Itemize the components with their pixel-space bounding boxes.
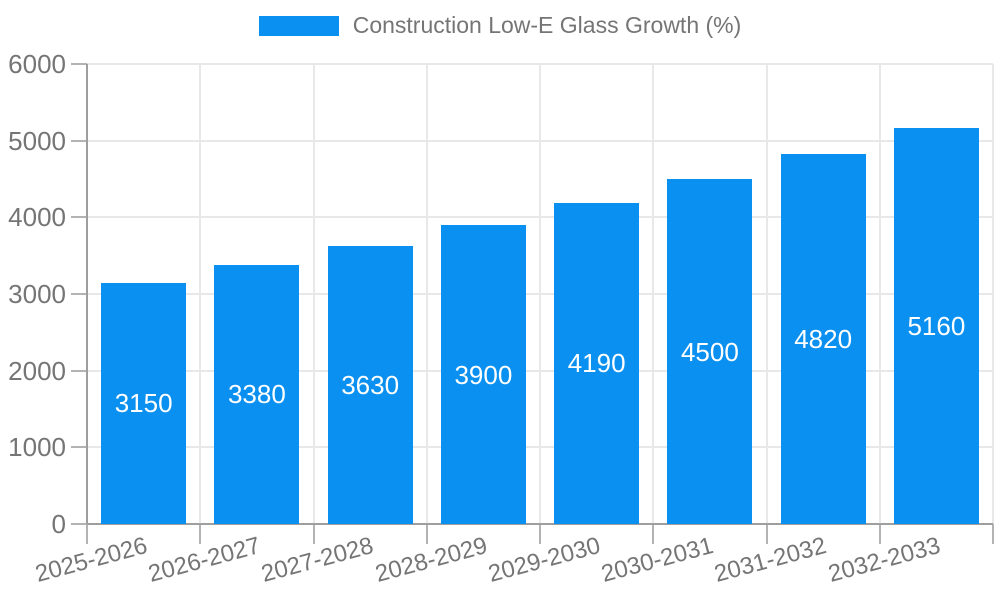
x-gridline	[765, 64, 768, 524]
x-axis-label: 2028-2029	[371, 532, 490, 588]
x-axis-label: 2029-2030	[485, 532, 604, 588]
bar-2030-2031[interactable]: 4500	[667, 179, 753, 524]
x-axis-tick	[86, 524, 88, 544]
bar-value-label: 5160	[907, 311, 966, 342]
bar-value-label: 4190	[567, 348, 626, 379]
y-axis-label: 3000	[8, 279, 66, 309]
x-gridline	[539, 64, 541, 524]
x-gridline	[199, 64, 202, 524]
x-axis-tick	[765, 524, 768, 544]
x-axis-tick	[425, 524, 428, 544]
bar-value-label: 3630	[341, 369, 400, 400]
legend-swatch	[258, 15, 339, 36]
y-axis-label: 2000	[8, 355, 66, 386]
x-axis-label: 2031-2032	[711, 532, 830, 588]
y-axis-label: 6000	[8, 49, 66, 79]
x-axis-label: 2026-2027	[145, 532, 264, 588]
x-gridline	[312, 64, 315, 524]
x-axis-label: 2025-2026	[32, 532, 151, 588]
x-axis-line	[87, 523, 993, 525]
y-axis-tick	[71, 63, 87, 65]
x-axis-tick	[652, 524, 655, 544]
y-axis-label: 4000	[8, 202, 66, 233]
y-axis-line	[86, 64, 88, 524]
x-axis-tick	[312, 524, 315, 544]
x-axis-tick	[199, 524, 202, 544]
bar-2027-2028[interactable]: 3630	[327, 245, 413, 524]
y-axis-tick	[71, 293, 87, 295]
bar-2032-2033[interactable]: 5160	[893, 128, 979, 524]
x-gridline	[878, 64, 881, 524]
y-axis-tick	[71, 216, 87, 219]
bar-value-label: 3150	[114, 388, 173, 419]
bar-2025-2026[interactable]: 3150	[101, 282, 187, 524]
x-axis-tick	[539, 524, 541, 544]
legend: Construction Low-E Glass Growth (%)	[0, 12, 1000, 39]
bar-2026-2027[interactable]: 3380	[214, 264, 300, 524]
y-axis-tick	[71, 446, 87, 449]
x-axis-tick	[992, 524, 994, 544]
x-axis-label: 2027-2028	[258, 532, 377, 588]
legend-label: Construction Low-E Glass Growth (%)	[352, 12, 742, 38]
bar-value-label: 3900	[454, 359, 513, 390]
y-axis-label: 1000	[8, 432, 66, 463]
y-axis-tick	[71, 369, 87, 372]
bar-2029-2030[interactable]: 4190	[554, 202, 640, 524]
y-axis-tick	[71, 523, 87, 525]
y-axis-label: 5000	[8, 125, 66, 156]
bar-value-label: 4500	[680, 336, 739, 367]
y-axis-tick	[71, 139, 87, 142]
x-axis-tick	[878, 524, 881, 544]
x-axis-label: 2032-2033	[824, 532, 943, 588]
x-axis-label: 2030-2031	[598, 532, 717, 588]
legend-item[interactable]: Construction Low-E Glass Growth (%)	[258, 12, 742, 39]
x-gridline	[992, 64, 994, 524]
bar-2028-2029[interactable]: 3900	[440, 225, 526, 524]
bar-value-label: 3380	[227, 379, 286, 410]
x-gridline	[425, 64, 428, 524]
x-gridline	[652, 64, 655, 524]
bar-2031-2032[interactable]: 4820	[780, 154, 866, 524]
y-axis-label: 0	[51, 509, 66, 539]
bar-value-label: 4820	[794, 324, 853, 355]
